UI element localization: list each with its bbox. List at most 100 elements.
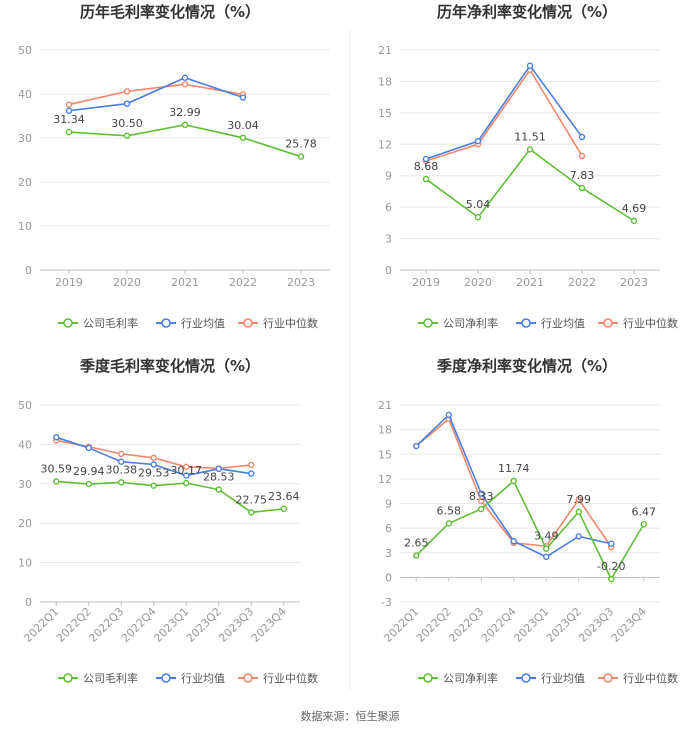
x-tick-label: 2023Q1 [511,605,551,645]
x-tick-label: 2022Q2 [54,605,94,645]
data-point-company [297,153,305,160]
data-label: 30.04 [227,119,259,132]
data-label: 32.99 [169,106,201,119]
legend-marker [603,318,613,328]
data-point-median [65,101,73,108]
data-label: -0.20 [597,560,625,573]
data-point-company [474,213,482,221]
legend-marker [521,318,531,328]
data-label: 3.49 [534,530,559,543]
x-tick-label: 2023 [287,276,315,289]
y-tick-label: 21 [378,399,392,412]
data-point-company [215,486,222,493]
data-point-company [239,134,247,142]
data-point-avg [239,94,247,101]
chart-title: 历年净利率变化情况（%） [437,3,617,21]
legend-item-avg[interactable]: 行业均值 [156,672,225,685]
x-tick-label: 2022Q3 [86,605,126,645]
data-point-avg [510,538,517,545]
x-tick-label: 2023 [620,276,648,289]
data-label: 6.47 [632,505,657,518]
data-point-median [575,496,582,503]
legend-item-median[interactable]: 行业中位数 [238,671,318,685]
y-tick-label: 0 [385,571,392,584]
legend-item-avg[interactable]: 行业均值 [156,317,225,330]
series-line-avg [425,64,583,160]
legend-label: 行业中位数 [623,671,678,685]
legend-label: 公司毛利率 [83,671,138,685]
legend-marker [161,318,171,328]
y-tick-label: 50 [18,399,32,412]
data-point-avg [526,62,534,69]
legend-label: 公司净利率 [443,316,498,330]
data-label: 22.75 [236,493,268,506]
legend-item-avg[interactable]: 行业均值 [516,672,585,685]
legend-item-company[interactable]: 公司净利率 [418,671,498,685]
y-tick-label: 30 [18,478,32,491]
y-tick-label: 40 [18,88,32,101]
x-tick-label: 2023Q2 [184,605,224,645]
x-tick-label: 2019 [412,276,440,289]
x-tick-label: 2022Q1 [381,605,421,645]
legend-label: 公司净利率 [443,671,498,685]
data-point-avg [543,553,550,561]
data-point-company [445,520,452,527]
x-tick-label: 2022Q4 [479,605,519,645]
data-label: 29.94 [73,465,105,478]
legend-item-company[interactable]: 公司毛利率 [58,671,138,685]
y-tick-label: 21 [378,44,392,57]
chart-title: 季度毛利率变化情况（%） [80,357,260,375]
data-label: 28.53 [203,471,235,484]
series-line-avg [68,76,244,112]
legend-item-avg[interactable]: 行业均值 [516,317,585,330]
legend-item-company[interactable]: 公司毛利率 [58,316,138,330]
data-point-company [150,482,157,489]
data-point-company [510,477,517,485]
data-point-median [248,461,255,469]
legend-label: 行业中位数 [263,671,318,685]
legend-item-median[interactable]: 行业中位数 [598,316,678,330]
data-point-avg [608,540,615,547]
chart-panel-4: 季度净利率变化情况（%）-30369121518212022Q12022Q220… [378,357,678,685]
y-tick-label: 18 [378,424,392,437]
x-tick-label: 2023Q2 [544,605,584,645]
data-source: 数据来源：恒生聚源 [301,709,400,723]
legend-item-median[interactable]: 行业中位数 [598,671,678,685]
data-point-company [608,575,615,583]
data-point-company [575,508,582,515]
legend-label: 行业均值 [541,317,585,330]
data-point-company [422,175,430,183]
legend-marker [521,673,531,683]
data-point-avg [478,490,485,497]
chart-panel-1: 历年毛利率变化情况（%） 0 10 20 30 40 50 2019 2020 2021 2022 2… [18,3,330,330]
x-tick-label: 2023Q4 [609,605,649,645]
x-tick-label: 2022 [229,276,257,289]
data-point-median [478,497,485,505]
legend-marker [63,318,73,328]
data-point-avg [422,155,430,163]
data-point-avg [413,442,420,450]
x-tick-label: 2019 [55,276,83,289]
legend-item-company[interactable]: 公司净利率 [418,316,498,330]
data-point-company [640,521,647,528]
series-line-company [425,148,635,222]
y-tick-label: 0 [25,264,32,277]
legend-item-median[interactable]: 行业中位数 [238,316,318,330]
data-point-median [578,152,586,160]
legend-label: 行业均值 [181,317,225,330]
legend-marker [423,673,433,683]
y-tick-label: 3 [385,233,392,246]
data-point-company [413,552,420,559]
data-point-company [543,545,550,552]
data-point-company [65,128,73,136]
data-point-avg [575,533,582,540]
x-tick-label: 2020 [113,276,141,289]
y-tick-label: 9 [385,170,392,183]
data-label: 4.69 [622,202,647,215]
data-label: 31.34 [53,113,85,126]
data-label: 2.65 [404,537,429,550]
series-line-company [56,480,284,514]
series-line-company [68,124,302,158]
data-point-company [280,505,287,513]
